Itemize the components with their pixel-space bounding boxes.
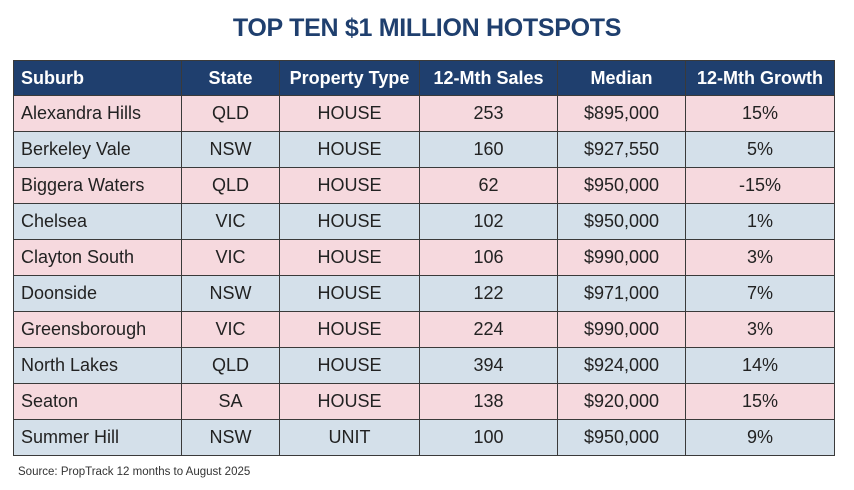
cell-growth: 14% (685, 347, 835, 384)
table-body: Alexandra Hills QLD HOUSE 253 $895,000 15% Ber… (13, 95, 835, 456)
cell-median: $950,000 (557, 167, 686, 204)
cell-state: NSW (181, 131, 280, 168)
cell-suburb: Clayton South (13, 239, 182, 276)
cell-sales: 106 (419, 239, 558, 276)
cell-state: VIC (181, 239, 280, 276)
table-row: Clayton South VIC HOUSE 106 $990,000 3% (13, 239, 835, 276)
cell-state: VIC (181, 203, 280, 240)
cell-median: $927,550 (557, 131, 686, 168)
cell-property-type: HOUSE (279, 311, 420, 348)
cell-sales: 224 (419, 311, 558, 348)
cell-median: $950,000 (557, 419, 686, 456)
cell-growth: 1% (685, 203, 835, 240)
cell-suburb: Biggera Waters (13, 167, 182, 204)
cell-sales: 394 (419, 347, 558, 384)
cell-state: SA (181, 383, 280, 420)
table-row: Doonside NSW HOUSE 122 $971,000 7% (13, 275, 835, 312)
cell-growth: 5% (685, 131, 835, 168)
cell-sales: 160 (419, 131, 558, 168)
cell-property-type: HOUSE (279, 167, 420, 204)
header-suburb: Suburb (13, 60, 182, 96)
cell-median: $971,000 (557, 275, 686, 312)
table-row: Berkeley Vale NSW HOUSE 160 $927,550 5% (13, 131, 835, 168)
cell-growth: 9% (685, 419, 835, 456)
cell-growth: 15% (685, 95, 835, 132)
cell-growth: 3% (685, 311, 835, 348)
header-12-mth-sales: 12-Mth Sales (419, 60, 558, 96)
cell-sales: 62 (419, 167, 558, 204)
cell-property-type: UNIT (279, 419, 420, 456)
header-median: Median (557, 60, 686, 96)
header-property-type: Property Type (279, 60, 420, 96)
cell-state: QLD (181, 167, 280, 204)
header-12-mth-growth: 12-Mth Growth (685, 60, 835, 96)
cell-suburb: Seaton (13, 383, 182, 420)
cell-property-type: HOUSE (279, 203, 420, 240)
cell-median: $990,000 (557, 311, 686, 348)
cell-median: $920,000 (557, 383, 686, 420)
table-row: Biggera Waters QLD HOUSE 62 $950,000 -15% (13, 167, 835, 204)
cell-sales: 100 (419, 419, 558, 456)
cell-suburb: Berkeley Vale (13, 131, 182, 168)
cell-median: $950,000 (557, 203, 686, 240)
table-row: Summer Hill NSW UNIT 100 $950,000 9% (13, 419, 835, 456)
header-state: State (181, 60, 280, 96)
cell-property-type: HOUSE (279, 95, 420, 132)
cell-state: NSW (181, 419, 280, 456)
cell-sales: 122 (419, 275, 558, 312)
cell-state: NSW (181, 275, 280, 312)
cell-property-type: HOUSE (279, 239, 420, 276)
cell-median: $924,000 (557, 347, 686, 384)
cell-suburb: North Lakes (13, 347, 182, 384)
table-row: Greensborough VIC HOUSE 224 $990,000 3% (13, 311, 835, 348)
table-row: Chelsea VIC HOUSE 102 $950,000 1% (13, 203, 835, 240)
cell-suburb: Summer Hill (13, 419, 182, 456)
table-row: Alexandra Hills QLD HOUSE 253 $895,000 15% (13, 95, 835, 132)
cell-property-type: HOUSE (279, 275, 420, 312)
table-row: Seaton SA HOUSE 138 $920,000 15% (13, 383, 835, 420)
cell-state: VIC (181, 311, 280, 348)
source-note: Source: PropTrack 12 months to August 20… (18, 466, 251, 478)
cell-sales: 102 (419, 203, 558, 240)
cell-growth: -15% (685, 167, 835, 204)
cell-property-type: HOUSE (279, 383, 420, 420)
cell-suburb: Doonside (13, 275, 182, 312)
cell-state: QLD (181, 95, 280, 132)
cell-state: QLD (181, 347, 280, 384)
cell-median: $895,000 (557, 95, 686, 132)
cell-growth: 7% (685, 275, 835, 312)
hotspots-table: Suburb State Property Type 12-Mth Sales … (13, 60, 835, 456)
cell-suburb: Chelsea (13, 203, 182, 240)
cell-property-type: HOUSE (279, 347, 420, 384)
table-title: TOP TEN $1 MILLION HOTSPOTS (232, 14, 622, 42)
cell-growth: 3% (685, 239, 835, 276)
cell-median: $990,000 (557, 239, 686, 276)
cell-sales: 253 (419, 95, 558, 132)
cell-sales: 138 (419, 383, 558, 420)
cell-suburb: Greensborough (13, 311, 182, 348)
cell-suburb: Alexandra Hills (13, 95, 182, 132)
table-row: North Lakes QLD HOUSE 394 $924,000 14% (13, 347, 835, 384)
cell-growth: 15% (685, 383, 835, 420)
table-header-row: Suburb State Property Type 12-Mth Sales … (13, 60, 835, 96)
cell-property-type: HOUSE (279, 131, 420, 168)
